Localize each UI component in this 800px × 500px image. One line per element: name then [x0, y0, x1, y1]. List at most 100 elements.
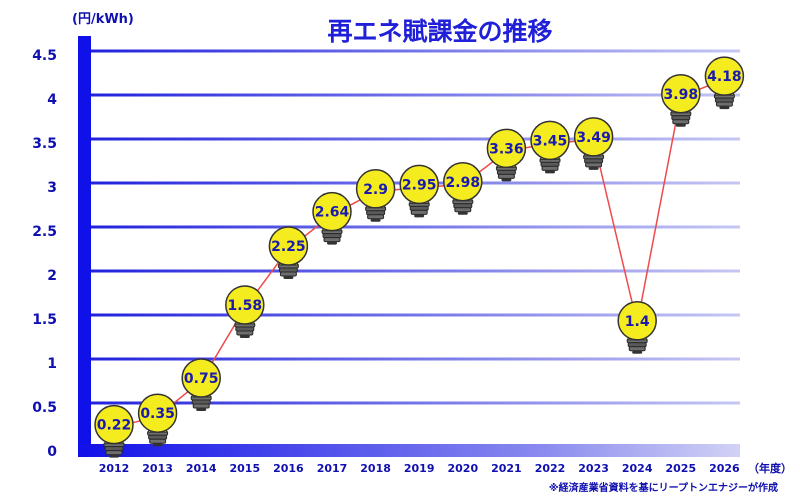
data-point: 3.36: [486, 128, 527, 182]
data-label: 3.36: [489, 141, 524, 157]
gridline: [91, 225, 740, 229]
lightbulb-icon: [268, 226, 309, 266]
data-point: 0.35: [137, 393, 178, 447]
bulb-join: [279, 256, 298, 259]
lightbulb-icon: [181, 358, 221, 398]
bulb-base-ring: [323, 237, 341, 243]
data-label: 0.35: [140, 406, 175, 422]
lightbulb-icon: [312, 191, 352, 232]
bulb-base-ring: [627, 342, 647, 348]
data-label: 0.22: [97, 418, 132, 434]
bulb-base-ring: [279, 271, 297, 277]
data-point: 3.45: [530, 120, 570, 174]
bulb-tip: [109, 454, 119, 458]
data-point: 0.22: [94, 404, 134, 458]
bulb-base-ring: [541, 165, 559, 171]
bulb-join: [366, 198, 385, 202]
y-tick-label: 1: [47, 356, 57, 372]
lightbulb-icon: [443, 162, 483, 202]
lightbulb-icon: [225, 285, 265, 325]
lightbulb-icon: [617, 301, 657, 341]
markers: 0.22 0.35 0.75 1.58 2.25 2.64 2.9 2.95 2.98 3.36 3…: [94, 56, 745, 458]
bulb-base-ring: [367, 214, 385, 220]
bulb-base-ring: [714, 97, 734, 103]
data-point: 4.18: [704, 56, 745, 110]
data-point: 2.9: [355, 169, 396, 222]
y-tick-labels: 0 0.5 1 1.5 2 2.5 3 3.5 4 4.5: [32, 48, 57, 460]
bulb-join: [715, 86, 734, 90]
data-label: 1.4: [625, 314, 650, 330]
data-point: 3.49: [573, 117, 614, 170]
bulb-tip: [370, 218, 381, 222]
lightbulb-icon: [399, 164, 439, 205]
lightbulb-icon: [486, 128, 527, 169]
bulb-join: [410, 194, 429, 198]
y-tick-label: 2.5: [32, 224, 57, 240]
bulb-base-ring: [409, 205, 429, 211]
bulb-tip: [414, 214, 425, 218]
bulb-join: [628, 330, 647, 334]
bulb-tip: [457, 211, 468, 215]
bulb-base-ring: [540, 161, 560, 167]
bulb-base-ring: [191, 399, 211, 405]
bulb-base-ring: [453, 203, 473, 209]
bulb-base-ring: [105, 450, 123, 456]
x-tick-label: 2022: [535, 462, 566, 475]
bulb-join: [105, 434, 123, 438]
bulb-base-ring: [148, 434, 168, 440]
bulb-tip: [632, 350, 643, 354]
bulb-base-ring: [192, 403, 210, 409]
y-axis-bar: [78, 36, 91, 456]
bulb-tip: [239, 334, 250, 338]
bulb-base-ring: [671, 115, 691, 121]
bulb-base-ring: [410, 209, 428, 215]
y-tick-label: 3.5: [32, 136, 57, 152]
x-tick-label: 2018: [360, 462, 391, 475]
bulb-join: [584, 146, 603, 150]
bulb-join: [148, 423, 167, 427]
gridline: [91, 49, 740, 53]
bulb-tip: [152, 443, 163, 447]
bulb-base-ring: [235, 326, 255, 332]
gridline: [91, 357, 740, 361]
bulb-join: [453, 191, 472, 195]
bulb-tip: [545, 170, 555, 174]
x-tick-label: 2026: [709, 462, 740, 475]
bulb-tip: [588, 166, 599, 170]
x-tick-label: 2017: [317, 462, 348, 475]
x-tick-label: 2015: [229, 462, 260, 475]
y-tick-label: 0.5: [32, 400, 57, 416]
lightbulb-icon: [704, 56, 745, 96]
data-point: 0.75: [181, 358, 221, 411]
lightbulb-icon: [137, 393, 178, 433]
bulb-tip: [719, 106, 730, 110]
bulb-join: [323, 221, 341, 225]
bulb-base-ring: [104, 446, 124, 452]
data-label: 3.98: [664, 87, 699, 103]
data-label: 2.25: [271, 239, 306, 255]
x-tick-label: 2012: [99, 462, 130, 475]
bulb-base-ring: [149, 438, 167, 444]
x-tick-label: 2025: [665, 462, 696, 475]
lightbulb-icon: [355, 169, 396, 209]
gridline: [91, 137, 740, 141]
data-label: 1.58: [228, 298, 263, 314]
data-label: 2.64: [315, 205, 350, 221]
data-point: 3.98: [661, 74, 701, 127]
x-tick-label: 2016: [273, 462, 304, 475]
bulb-base-ring: [628, 346, 646, 352]
data-point: 2.25: [268, 226, 309, 279]
bulb-tip: [283, 276, 294, 279]
data-label: 3.45: [533, 133, 568, 149]
x-tick-label: 2024: [622, 462, 653, 475]
data-point: 2.98: [443, 162, 483, 215]
bulb-tip: [196, 408, 207, 411]
bulb-base-ring: [715, 101, 733, 107]
bulb-tip: [675, 123, 686, 127]
x-axis-unit: （年度）: [748, 461, 792, 475]
y-axis-unit: (円/kWh): [72, 12, 134, 27]
bulb-base-ring: [584, 158, 604, 164]
bulb-base-ring: [278, 267, 298, 273]
lightbulb-icon: [530, 120, 570, 161]
